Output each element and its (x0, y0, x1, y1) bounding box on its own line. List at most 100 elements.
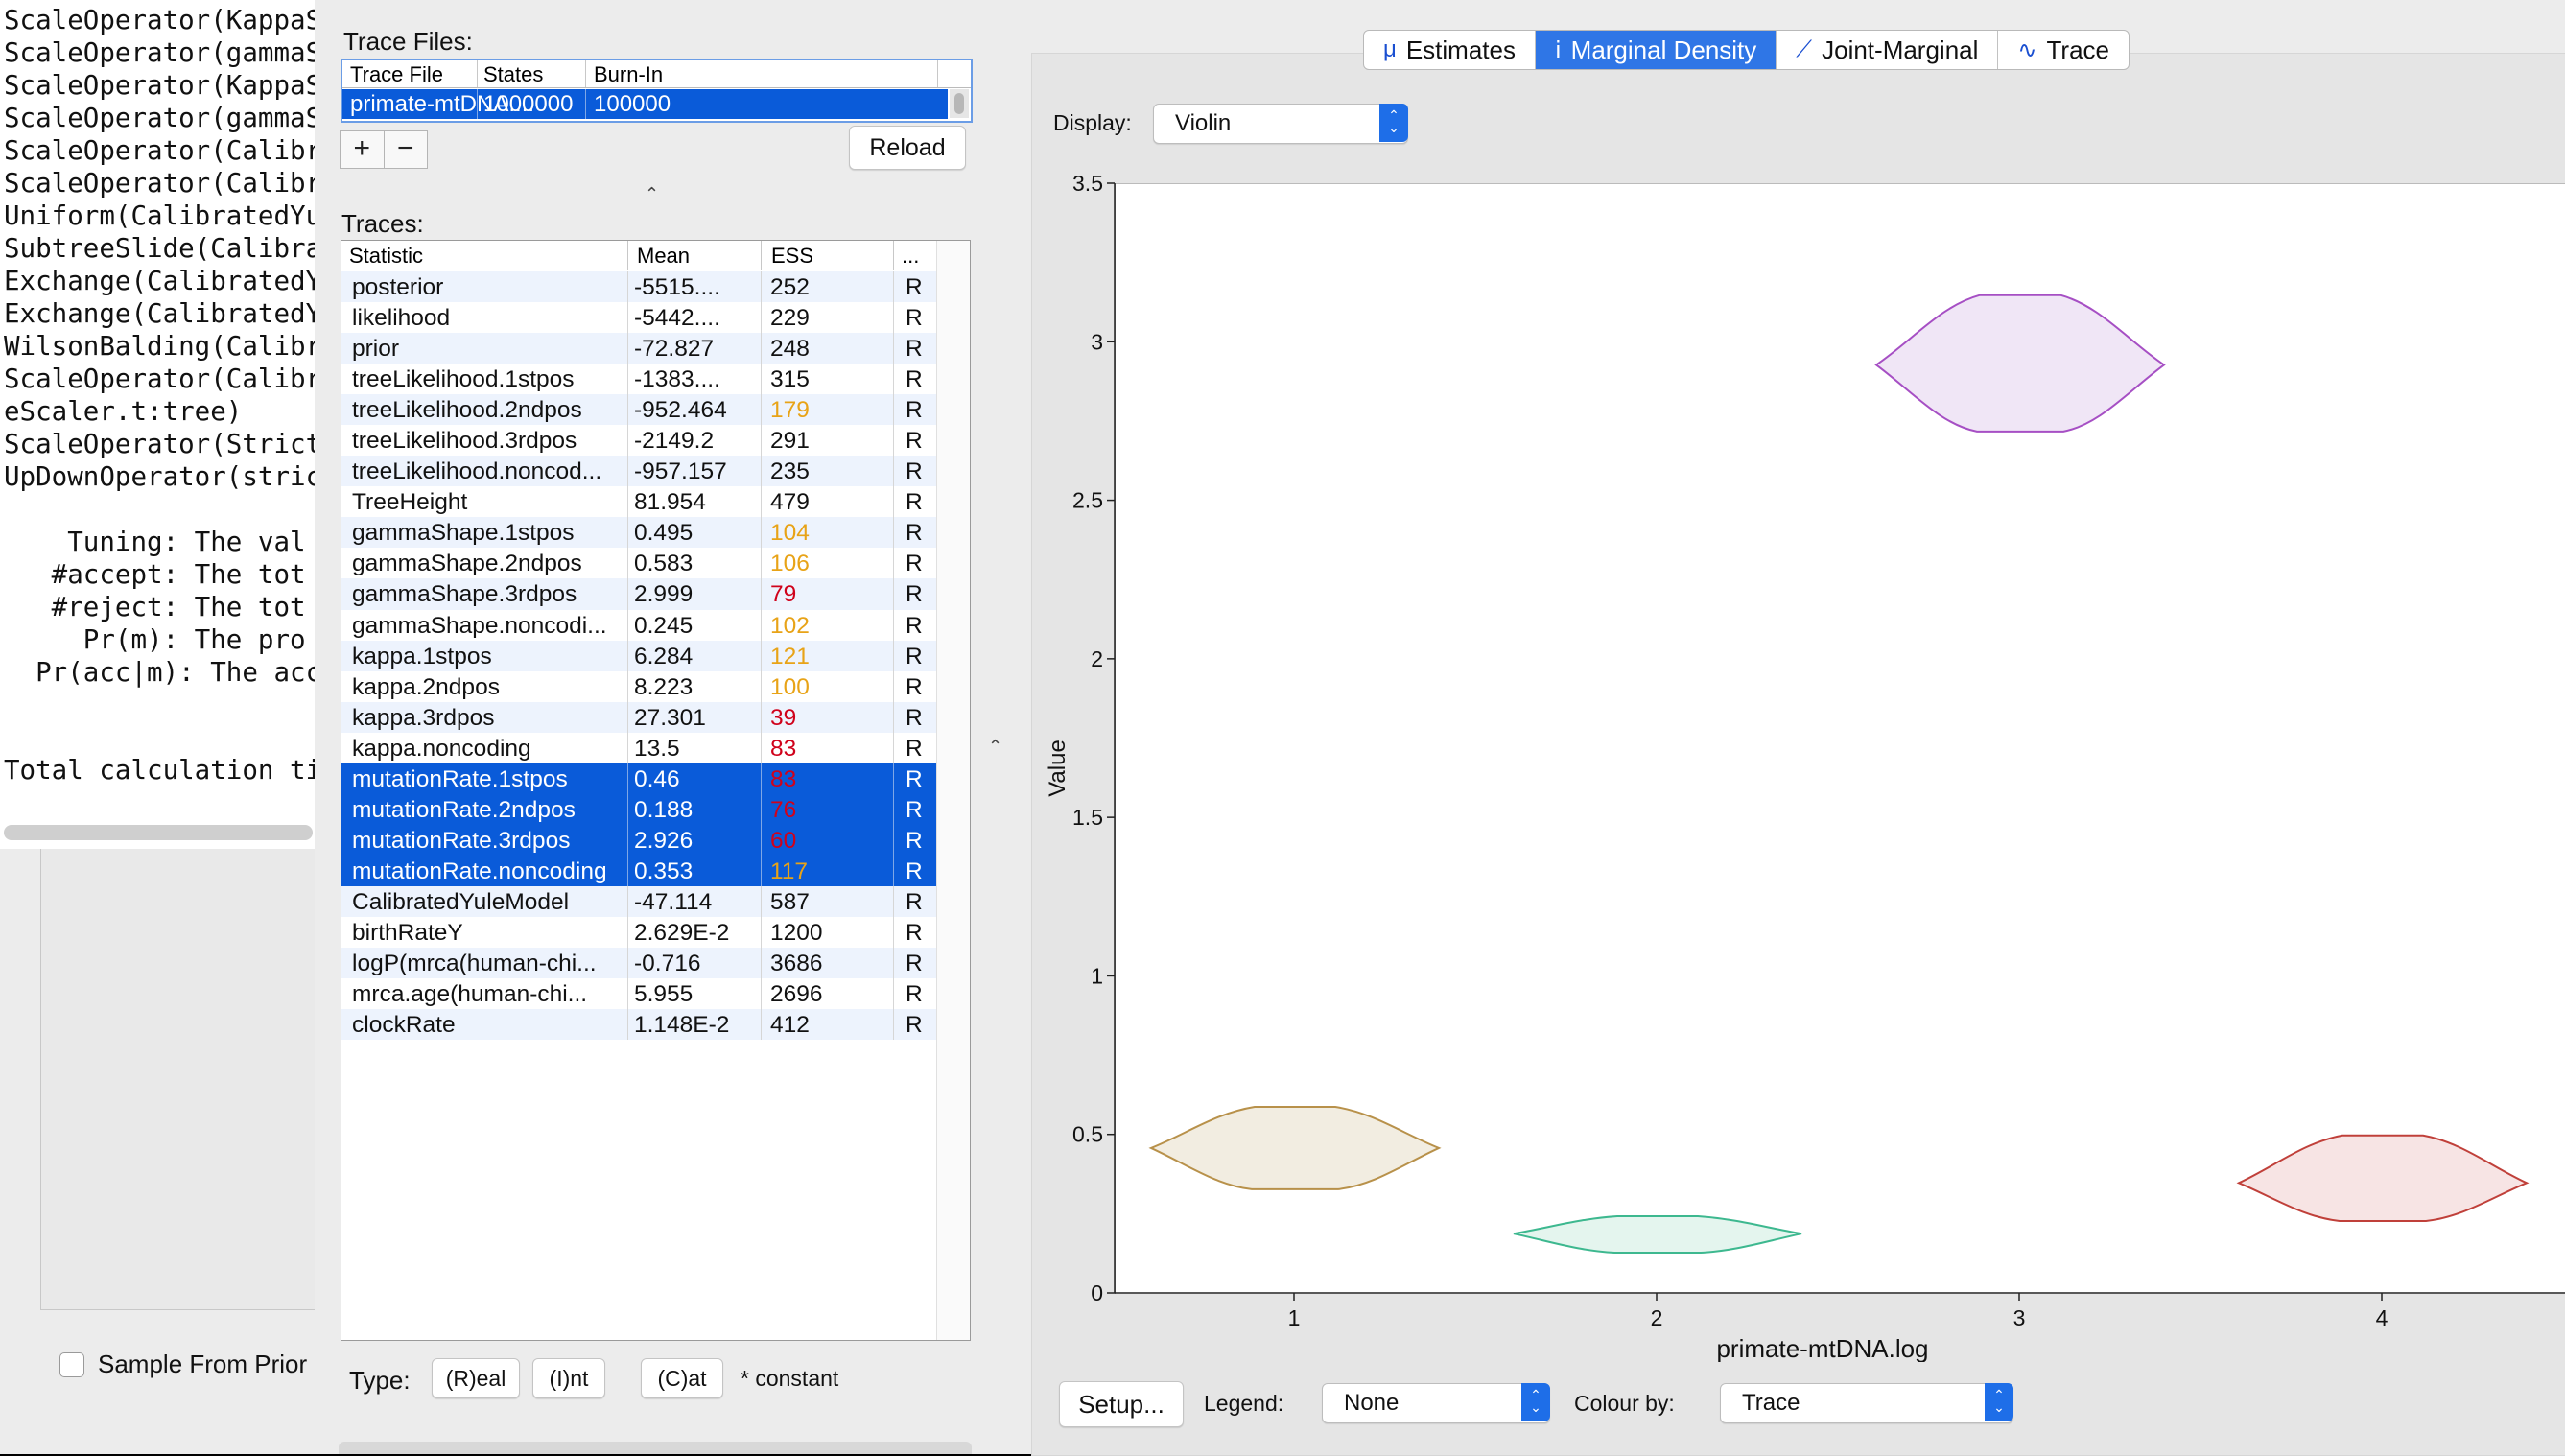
remove-trace-file-button[interactable]: − (383, 131, 428, 168)
traces-header: Statistic Mean ESS ... (341, 241, 936, 270)
display-select[interactable]: Violin ⌃ ⌄ (1153, 104, 1408, 144)
trace-files-table[interactable]: Trace File States Burn-In primate-mtDNA.… (341, 59, 973, 123)
trace-row[interactable]: logP(mrca(human-chi... -0.716 3686 R (341, 948, 936, 979)
trace-type: R (906, 827, 923, 854)
colour-by-select[interactable]: Trace ⌃ ⌄ (1720, 1383, 2013, 1423)
trace-statistic: kappa.2ndpos (352, 673, 500, 700)
trace-row[interactable]: gammaShape.3rdpos 2.999 79 R (341, 578, 936, 610)
states-column-header[interactable]: States (483, 62, 544, 86)
x-tick-label: 4 (2376, 1305, 2389, 1330)
trace-mean: 0.46 (634, 765, 680, 792)
terminal-scrollbar[interactable] (4, 825, 313, 840)
tab-estimates[interactable]: μ Estimates (1364, 31, 1535, 69)
real-type-button[interactable]: (R)eal (432, 1358, 520, 1398)
trace-files-scrollbar[interactable] (950, 89, 969, 118)
sample-from-prior-checkbox[interactable] (59, 1351, 84, 1377)
terminal-line: Exchange(CalibratedY (4, 266, 318, 296)
trace-row[interactable]: CalibratedYuleModel -47.114 587 R (341, 885, 936, 917)
trace-row[interactable]: kappa.2ndpos 8.223 100 R (341, 670, 936, 702)
trace-mean: 0.353 (634, 857, 694, 884)
trace-row[interactable]: gammaShape.2ndpos 0.583 106 R (341, 548, 936, 579)
trace-row[interactable]: mutationRate.1stpos 0.46 83 R (341, 763, 936, 794)
trace-row[interactable]: prior -72.827 248 R (341, 333, 936, 364)
trace-row[interactable]: posterior -5515.... 252 R (341, 271, 936, 303)
tab-trace[interactable]: ∿ Trace (1997, 31, 2129, 69)
trace-ess: 104 (770, 520, 810, 547)
trace-file-states: 1000000 (483, 91, 574, 117)
trace-file-column-header[interactable]: Trace File (350, 62, 443, 86)
mean-column-header[interactable]: Mean (637, 244, 691, 268)
tab-joint-marginal[interactable]: ⟋ Joint-Marginal (1776, 31, 1997, 69)
trace-ess: 412 (770, 1012, 810, 1039)
trace-statistic: mrca.age(human-chi... (352, 981, 588, 1008)
terminal-line: ScaleOperator(gammaS (4, 103, 318, 133)
terminal-line (4, 689, 317, 721)
bottom-scrollbar[interactable] (339, 1442, 972, 1454)
trace-ess: 39 (770, 704, 797, 731)
trace-row[interactable]: TreeHeight 81.954 479 R (341, 486, 936, 518)
tab-marginal-density[interactable]: ⅰ Marginal Density (1534, 31, 1777, 69)
trace-row[interactable]: clockRate 1.148E-2 412 R (341, 1009, 936, 1041)
trace-type: R (906, 981, 923, 1008)
burnin-column-header[interactable]: Burn-In (594, 62, 664, 86)
trace-row[interactable]: treeLikelihood.2ndpos -952.464 179 R (341, 394, 936, 426)
trace-mean: 2.999 (634, 581, 694, 608)
trace-file-name: primate-mtDNA.... (350, 91, 535, 117)
traces-scrollbar[interactable] (936, 241, 970, 1340)
int-type-button[interactable]: (I)nt (532, 1358, 605, 1398)
type-column-header[interactable]: ... (902, 244, 920, 268)
cat-type-button[interactable]: (C)at (641, 1358, 723, 1398)
trace-row[interactable]: gammaShape.noncodi... 0.245 102 R (341, 609, 936, 641)
add-trace-file-button[interactable]: + (353, 132, 371, 164)
x-tick-label: 1 (1288, 1305, 1301, 1330)
constant-note: * constant (741, 1366, 839, 1391)
chevron-updown-icon: ⌃ ⌄ (1985, 1383, 2013, 1421)
trace-ess: 291 (770, 428, 810, 455)
trace-row[interactable]: kappa.3rdpos 27.301 39 R (341, 701, 936, 733)
trace-row[interactable]: mutationRate.2ndpos 0.188 76 R (341, 793, 936, 825)
reload-button[interactable]: Reload (849, 126, 966, 170)
terminal-line: Exchange(CalibratedY (4, 298, 318, 329)
trace-row[interactable]: mutationRate.3rdpos 2.926 60 R (341, 824, 936, 856)
sample-from-prior-row[interactable]: Sample From Prior (59, 1350, 307, 1379)
sample-from-prior-label: Sample From Prior (98, 1350, 308, 1378)
trace-row[interactable]: likelihood -5442.... 229 R (341, 302, 936, 334)
trace-ess: 106 (770, 551, 810, 577)
trace-type: R (906, 673, 923, 700)
trace-type: R (906, 489, 923, 516)
trace-files-header: Trace File States Burn-In (342, 60, 971, 88)
trace-row[interactable]: birthRateY 2.629E-2 1200 R (341, 916, 936, 949)
statistic-column-header[interactable]: Statistic (349, 244, 424, 268)
setup-button[interactable]: Setup... (1059, 1381, 1184, 1427)
trace-file-burnin[interactable]: 100000 (594, 91, 671, 117)
split-pane-handle-icon[interactable]: ⌃ (988, 737, 1003, 756)
x-axis-label: primate-mtDNA.log (1716, 1334, 1928, 1362)
violin-plot (1115, 183, 2565, 1294)
legend-select[interactable]: None ⌃ ⌄ (1322, 1383, 1550, 1423)
trace-ess: 252 (770, 274, 810, 300)
trace-row[interactable]: kappa.1stpos 6.284 121 R (341, 640, 936, 671)
trace-row[interactable]: gammaShape.1stpos 0.495 104 R (341, 517, 936, 549)
trace-statistic: mutationRate.noncoding (352, 857, 607, 884)
trace-ess: 121 (770, 643, 810, 669)
trace-row[interactable]: mutationRate.noncoding 0.353 117 R (341, 855, 936, 886)
trace-mean: -1383.... (634, 366, 720, 393)
y-axis: 0 0.5 1 1.5 2 2.5 3 3.5 Value (1045, 171, 1116, 1305)
trace-mean: 6.284 (634, 643, 694, 669)
analysis-tabs: μ Estimates ⅰ Marginal Density ⟋ Joint-M… (1363, 30, 2130, 70)
trace-row[interactable]: treeLikelihood.3rdpos -2149.2 291 R (341, 425, 936, 457)
ess-column-header[interactable]: ESS (771, 244, 814, 268)
traces-table[interactable]: Statistic Mean ESS ... posterior -5515...… (341, 240, 971, 1341)
splitter-handle-icon[interactable]: ⌃ (645, 184, 660, 203)
trace-row[interactable]: treeLikelihood.noncod... -957.157 235 R (341, 456, 936, 487)
tab-joint-marginal-label: Joint-Marginal (1822, 35, 1979, 64)
terminal-output: ScaleOperator(KappaS ScaleOperator(gammaS… (4, 4, 318, 787)
terminal-line (4, 721, 317, 754)
trace-mean: 0.188 (634, 796, 694, 823)
trace-row[interactable]: kappa.noncoding 13.5 83 R (341, 732, 936, 763)
chevron-updown-icon: ⌃ ⌄ (1521, 1383, 1550, 1421)
trace-mean: 2.926 (634, 827, 694, 854)
trace-row[interactable]: treeLikelihood.1stpos -1383.... 315 R (341, 364, 936, 395)
trace-row[interactable]: mrca.age(human-chi... 5.955 2696 R (341, 978, 936, 1010)
trace-file-row[interactable]: primate-mtDNA.... 1000000 100000 (342, 89, 948, 119)
